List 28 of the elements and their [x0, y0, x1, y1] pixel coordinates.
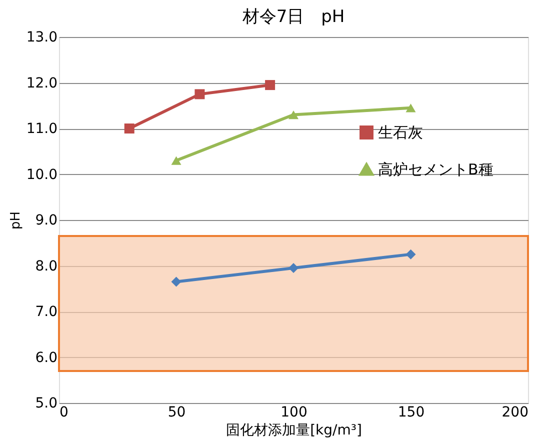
y-tick-label: 11.0 [26, 121, 58, 137]
y-tick-label: 13.0 [26, 30, 58, 46]
point [124, 124, 134, 134]
y-tick-label: 8.0 [35, 258, 58, 274]
point [406, 249, 416, 260]
x-tick-label: 0 [60, 404, 68, 420]
y-tick-label: 12.0 [26, 75, 58, 92]
y-tick-label: 5.0 [35, 396, 58, 412]
legend-label: 高炉セメントB種 [378, 160, 494, 178]
x-tick-label: 200 [502, 404, 528, 420]
point [171, 276, 182, 287]
y-tick-label: 9.0 [35, 212, 58, 228]
point [288, 263, 298, 274]
point [194, 89, 205, 100]
y-tick-label: 7.0 [35, 304, 58, 320]
y-axis-title: pH [8, 211, 24, 230]
point [288, 110, 298, 120]
x-tick-label: 50 [168, 404, 186, 420]
point [406, 104, 416, 112]
x-tick-label: 150 [398, 404, 425, 420]
y-tick-label: 6.0 [35, 350, 58, 366]
chart-title: 材令7日 pH [241, 7, 345, 27]
point [265, 80, 276, 90]
x-tick-label: 100 [280, 404, 308, 420]
y-tick-label: 10.0 [26, 166, 58, 183]
point [171, 156, 182, 165]
legend-label: 生石灰 [378, 124, 423, 142]
x-axis-title: 固化材添加量[kg/m³] [226, 422, 362, 438]
